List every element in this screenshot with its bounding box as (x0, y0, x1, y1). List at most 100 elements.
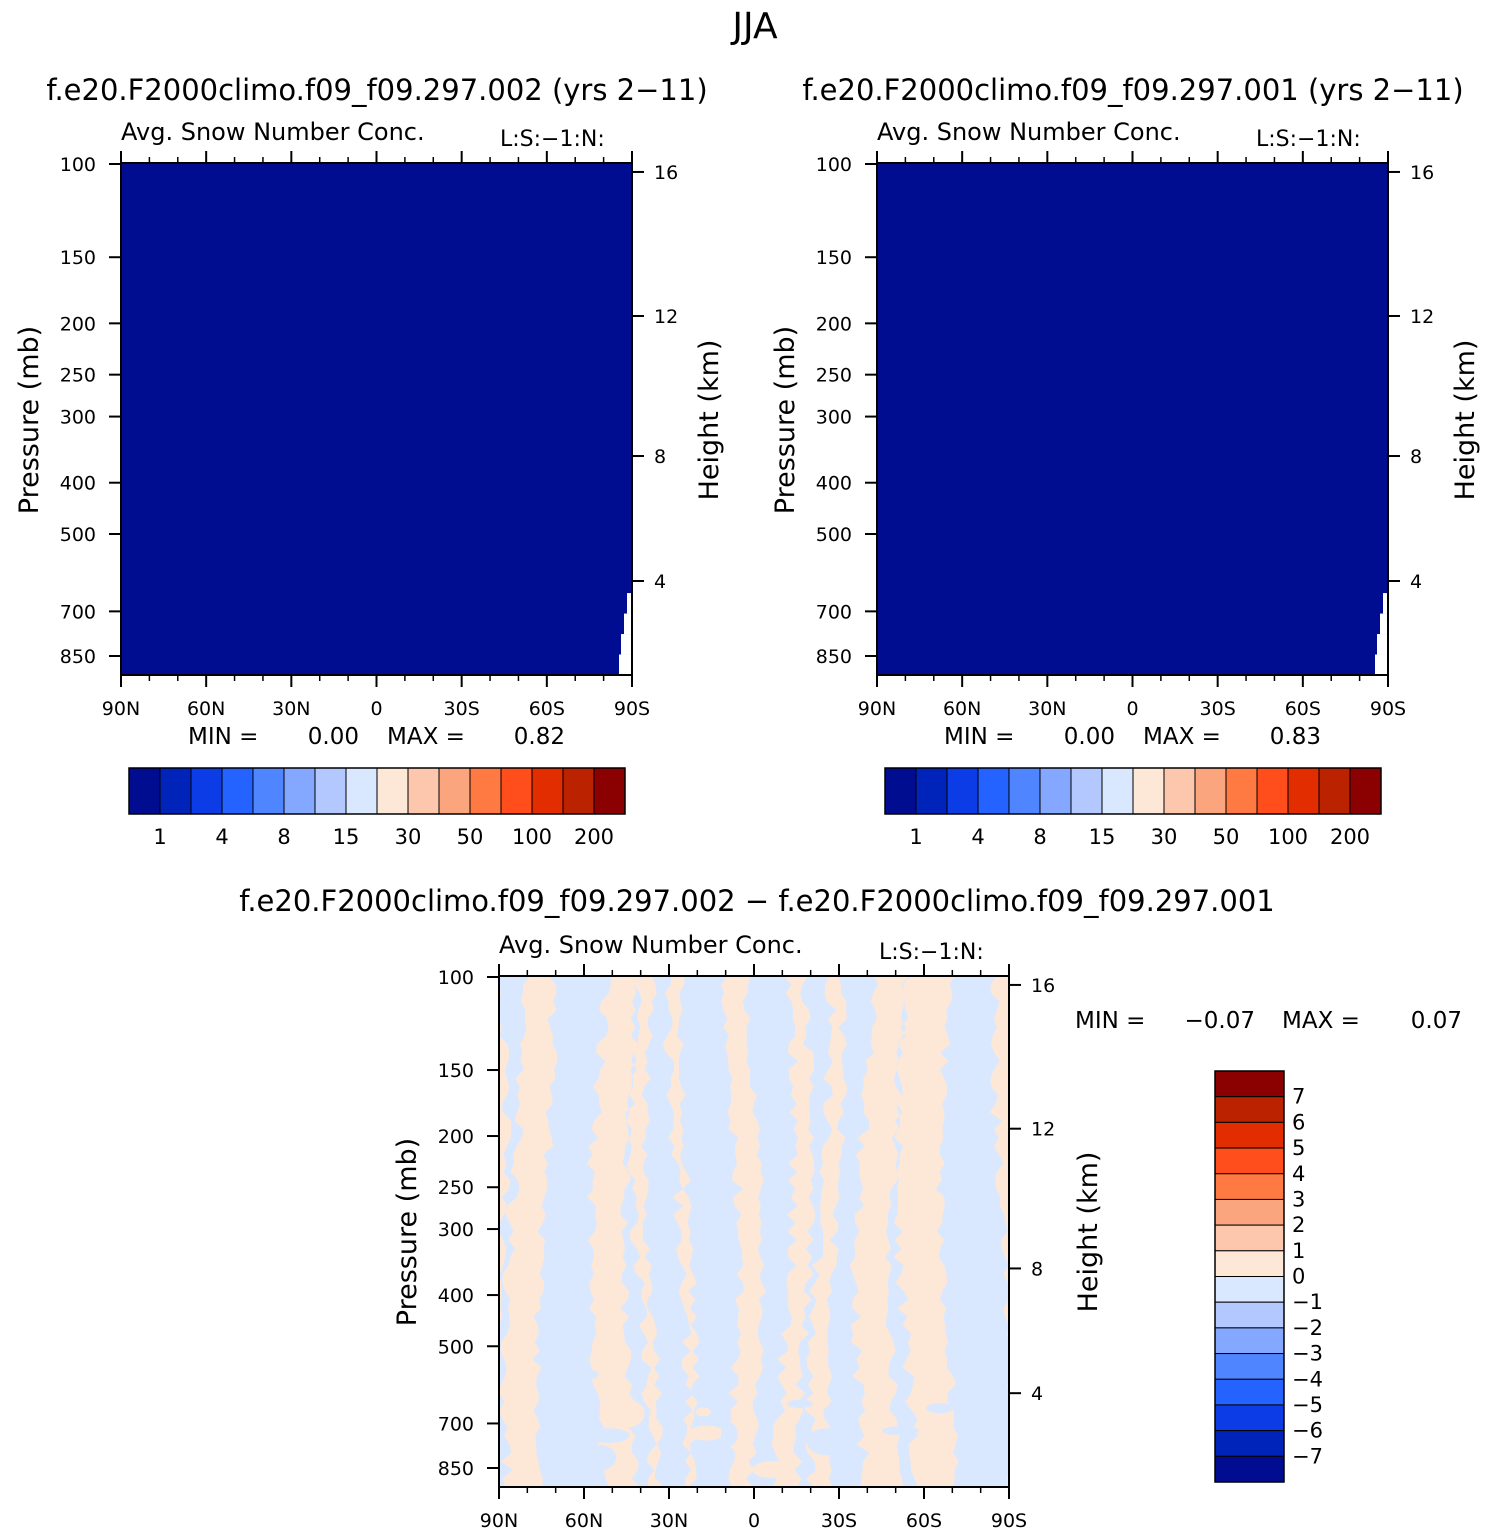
right-cbar-box (1349, 767, 1382, 815)
left-ytick-label: 500 (60, 524, 96, 546)
left-ytick-label: 700 (60, 601, 96, 623)
diff-blob (665, 1440, 683, 1452)
left-cbar-box (376, 767, 409, 815)
diff-blob (587, 1428, 630, 1443)
diff-y2tick-label: 16 (1031, 975, 1055, 997)
right-missing-notch (1375, 654, 1388, 675)
left-xtick-label: 0 (370, 698, 382, 720)
left-cbar-label: 200 (574, 825, 614, 849)
left-ytick-label: 850 (60, 646, 96, 668)
right-cbar-label: 15 (1089, 825, 1116, 849)
right-y2tick-label: 4 (1410, 571, 1422, 593)
diff-blob (558, 1368, 599, 1381)
diff-ytick-label: 850 (438, 1458, 474, 1480)
panel-diff-plot: 90N 60N 30N 0 30S 60S 90S 100 150 200 250 300 400 500… (438, 964, 1055, 1532)
panel-diff-max-label: MAX = (1282, 1008, 1360, 1034)
diff-ytick-label: 200 (438, 1126, 474, 1148)
diff-negative-band (793, 976, 837, 1487)
panel-left-max-value: 0.82 (514, 724, 565, 750)
left-cbar-box (190, 767, 223, 815)
panel-diff-ylabel: Pressure (mb) (392, 1138, 423, 1326)
right-cbar-box (1101, 767, 1134, 815)
left-y2tick-label: 12 (654, 306, 678, 328)
left-ytick-label: 250 (60, 365, 96, 387)
right-y2tick-label: 8 (1410, 446, 1422, 468)
panel-right-variable: Avg. Snow Number Conc. (877, 118, 1181, 146)
right-cbar-box (1287, 767, 1320, 815)
right-y2tick-label: 12 (1410, 306, 1434, 328)
left-cbar-box (531, 767, 564, 815)
left-missing-notch (621, 634, 632, 655)
left-xtick-label: 30S (444, 698, 480, 720)
panel-right-min-value: 0.00 (1064, 724, 1115, 750)
diff-blob (882, 1426, 920, 1436)
right-ytick-label: 250 (816, 365, 852, 387)
panel-right-max-label: MAX = (1143, 724, 1221, 750)
left-cbar-box (128, 767, 161, 815)
right-cbar-label: 30 (1151, 825, 1178, 849)
diff-blob (611, 1399, 645, 1428)
left-missing-notch (624, 613, 632, 635)
left-xtick-label: 90N (102, 698, 140, 720)
diff-cbar-label: 1 (1292, 1239, 1305, 1263)
right-frame (876, 162, 1389, 676)
diff-ytick-label: 500 (438, 1336, 474, 1358)
diff-ytick-label: 400 (438, 1285, 474, 1307)
diff-cbar-label: 0 (1292, 1265, 1305, 1289)
left-cbar-box (221, 767, 254, 815)
left-cbar-label: 100 (512, 825, 552, 849)
diff-cbar-box (1214, 1378, 1285, 1406)
diff-cbar-box (1214, 1353, 1285, 1380)
left-cbar-label: 1 (153, 825, 166, 849)
diff-cbar-frame (1214, 1070, 1285, 1483)
diff-cbar-label: −2 (1292, 1316, 1323, 1340)
diff-ytick-label: 150 (438, 1060, 474, 1082)
panel-right-min-label: MIN = (944, 724, 1014, 750)
diff-cbar-box (1214, 1173, 1285, 1200)
right-ytick-label: 700 (816, 601, 852, 623)
diff-cbar-label: 3 (1292, 1187, 1305, 1211)
diff-ytick-label: 700 (438, 1413, 474, 1435)
diff-blob (695, 1407, 711, 1417)
right-xtick-label: 0 (1126, 698, 1138, 720)
diff-cbar-label: 6 (1292, 1110, 1305, 1134)
diff-negative-band (935, 976, 1009, 1487)
right-ytick-label: 100 (816, 154, 852, 176)
diff-xtick-label: 60S (906, 1510, 942, 1532)
diff-blob (751, 1461, 796, 1479)
right-xtick-label: 30S (1200, 698, 1236, 720)
diff-cbar-box (1214, 1455, 1285, 1483)
diff-ytick-label: 250 (438, 1177, 474, 1199)
right-cbar-box (1039, 767, 1072, 815)
right-cbar-box (1163, 767, 1196, 815)
panel-left-units: L:S:−1:N: (500, 127, 605, 152)
left-ytick-label: 400 (60, 473, 96, 495)
diff-cbar-box (1214, 1147, 1285, 1175)
left-cbar-box (500, 767, 533, 815)
right-field (877, 163, 1388, 675)
left-y2tick-label: 16 (654, 162, 678, 184)
diff-y2tick-label: 8 (1031, 1258, 1043, 1280)
panel-diff-min-value: −0.07 (1185, 1008, 1255, 1034)
left-cbar-box (469, 767, 502, 815)
diff-cbar-box (1214, 1327, 1285, 1355)
diff-negative-band (620, 976, 657, 1487)
diff-cbar-box (1214, 1070, 1285, 1098)
diff-blob (806, 1428, 846, 1456)
right-xtick-label: 90S (1370, 698, 1406, 720)
diff-xtick-label: 30N (650, 1510, 688, 1532)
right-ytick-label: 300 (816, 407, 852, 429)
diff-cbar-label: 4 (1292, 1162, 1305, 1186)
panel-left-plot: 90N 60N 30N 0 30S 60S 90S 100 150 200 250 300 400 500… (60, 151, 678, 720)
right-missing-notch (1377, 634, 1388, 655)
diff-cbar-label: 5 (1292, 1136, 1305, 1160)
left-cbar-box (593, 767, 626, 815)
left-cbar-box (283, 767, 316, 815)
diff-y2tick-label: 4 (1031, 1383, 1043, 1405)
panel-right-max-value: 0.83 (1270, 724, 1321, 750)
diff-cbar-box (1214, 1404, 1285, 1432)
panel-right-colorbar: 1 4 8 15 30 50 100 200 (884, 767, 1382, 849)
right-y2tick-label: 16 (1410, 162, 1434, 184)
right-cbar-box (1008, 767, 1041, 815)
